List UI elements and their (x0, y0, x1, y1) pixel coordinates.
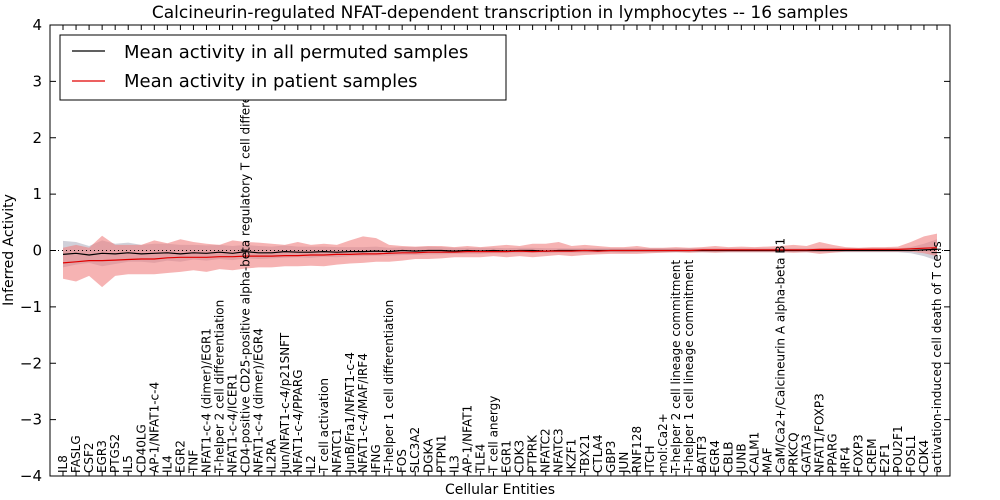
category-label: JUN (617, 452, 631, 474)
category-label: AP-1/NFAT1-c-4 (147, 382, 161, 473)
category-label: IL2RA (265, 438, 279, 473)
category-label: IFNG (369, 444, 383, 473)
y-tick-label: 4 (32, 16, 42, 34)
category-label: IL2 (304, 455, 318, 473)
y-tick-label: 1 (32, 185, 42, 203)
category-label: TLE4 (473, 444, 487, 474)
y-tick-label: 2 (32, 129, 42, 147)
y-tick-label: 0 (32, 242, 42, 260)
category-label: EGR2 (173, 440, 187, 473)
category-label: T-helper 2 cell lineage commitment (669, 260, 683, 474)
category-label: activation-induced cell death of T cells (930, 241, 944, 473)
category-label: PTGS2 (108, 434, 122, 473)
category-label: NFAT1-c-4/PPARG (291, 369, 305, 473)
category-label: CTLA4 (591, 434, 605, 473)
category-label: FASLG (69, 435, 83, 473)
category-label: T-helper 2 cell differentiation (213, 300, 227, 474)
category-label: E2F1 (878, 443, 892, 473)
chart-title: Calcineurin-regulated NFAT-dependent tra… (152, 3, 848, 23)
category-label: NFATC3 (552, 428, 566, 473)
category-label: AP-1/NFAT1 (460, 405, 474, 473)
category-label: RNF128 (630, 426, 644, 473)
category-label: NFAT1-c-4/MAF/IRF4 (356, 353, 370, 473)
category-label: CaM/Ca2+/Calcineurin A alpha-beta B1 (774, 238, 788, 473)
axis-layer: −4 −3 −2 −1 0 1 2 3 4 (20, 16, 950, 485)
y-tick-label: 3 (32, 72, 42, 90)
category-label: NFAT1-c-4 (dimer)/EGR4 (252, 328, 266, 473)
category-label: SLC3A2 (408, 427, 422, 473)
legend: Mean activity in all permuted samples Me… (59, 34, 507, 101)
legend-patient-label: Mean activity in patient samples (124, 71, 418, 92)
category-label: PRKCQ (787, 432, 801, 473)
category-label: CREM (865, 438, 879, 473)
series-band-1 (63, 233, 937, 288)
category-label: IL8 (56, 455, 70, 473)
category-label: NFAT1/FOXP3 (813, 393, 827, 473)
category-label: NFATC1 (330, 428, 344, 473)
category-label: TNF (186, 450, 200, 474)
legend-permuted-label: Mean activity in all permuted samples (124, 42, 468, 63)
category-label: IL5 (121, 455, 135, 473)
y-tick-label: −1 (20, 298, 42, 316)
series-line-1 (62, 247, 938, 264)
category-label: IL3 (447, 455, 461, 473)
category-label: POU2F1 (891, 425, 905, 473)
category-label: CD4-positive CD25-positive alpha-beta re… (239, 50, 253, 473)
category-label: BATF3 (695, 436, 709, 473)
category-label: T-helper 1 cell lineage commitment (682, 260, 696, 474)
category-label: IRF4 (839, 447, 853, 473)
category-label: MAF (760, 447, 774, 473)
band-layer (63, 233, 937, 288)
category-label: EGR1 (500, 440, 514, 473)
category-label: TBX21 (578, 434, 592, 474)
category-label: PTPN1 (434, 435, 448, 473)
category-label: JunB/Fra1/NFAT1-c-4 (343, 352, 357, 474)
legend-box (59, 34, 507, 101)
category-label: T cell anergy (487, 396, 501, 474)
plot-frame (49, 24, 951, 477)
category-label: IKZF1 (565, 439, 579, 473)
category-label: EGR3 (95, 440, 109, 473)
category-label: CSF2 (82, 442, 96, 473)
category-label: ITCH (643, 445, 657, 473)
category-label: EGR4 (708, 440, 722, 473)
category-label: GATA3 (800, 434, 814, 473)
line-layer (50, 247, 950, 264)
category-label: FOXP3 (852, 434, 866, 473)
category-label: T-helper 1 cell differentiation (382, 300, 396, 474)
category-label: T cell activation (317, 378, 331, 474)
category-label: PPARG (826, 433, 840, 473)
y-tick-label: −2 (20, 354, 42, 372)
category-label: DGKA (421, 438, 435, 473)
y-axis-label: Inferred Activity (1, 194, 17, 306)
y-tick-label: −4 (20, 467, 42, 485)
category-label: CD40LG (134, 424, 148, 473)
category-label-layer: IL8 FASLG CSF2 EGR3 PTGS2 IL5 CD40LG AP-1/NFAT1… (56, 50, 944, 474)
category-label: GBP3 (604, 441, 618, 473)
x-axis-label: Cellular Entities (445, 482, 555, 498)
category-label: NFAT1-c-4 (dimer)/EGR1 (200, 328, 214, 473)
category-label: NFATC2 (539, 428, 553, 473)
category-label: Jun/NFAT1-c-4/p21SNFT (278, 332, 292, 474)
category-label: NFAT1-c-4/ICER1 (226, 374, 240, 473)
category-label: JUNB (734, 443, 748, 474)
category-label: CALM1 (747, 432, 761, 473)
category-label: FOSL1 (904, 435, 918, 473)
category-label: CDK4 (917, 440, 931, 473)
category-label: PTPRK (526, 434, 540, 473)
y-tick-label: −3 (20, 411, 42, 429)
category-label: IL4 (160, 455, 174, 473)
category-label: CBLB (721, 441, 735, 473)
category-label: CDK3 (513, 440, 527, 473)
category-label: FOS (395, 449, 409, 473)
category-label: mol:Ca2+ (656, 413, 670, 473)
